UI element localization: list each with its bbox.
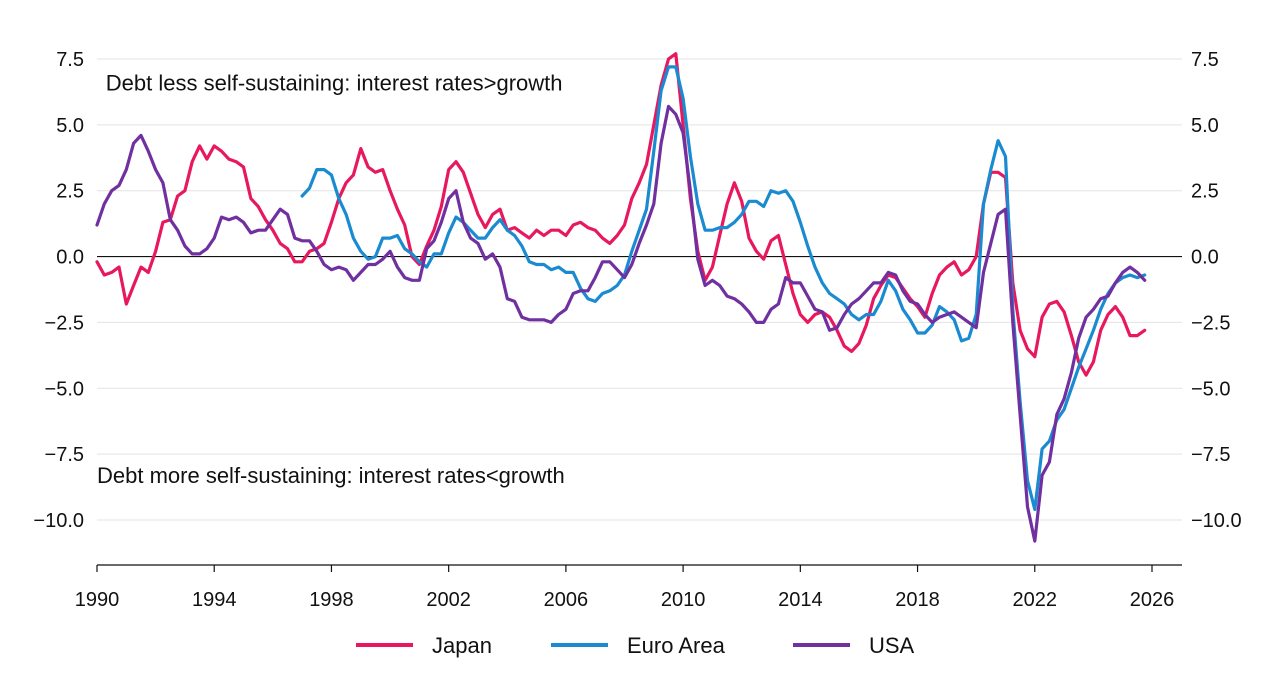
series-line-euro-area	[300, 65, 1147, 512]
legend-label: USA	[869, 633, 915, 658]
y-tick-label-right: −5.0	[1191, 378, 1230, 400]
y-tick-label-right: 5.0	[1191, 115, 1219, 137]
x-tick-label: 1990	[75, 589, 120, 611]
legend-label: Euro Area	[627, 633, 726, 658]
x-tick-label: 2002	[426, 589, 471, 611]
y-tick-label-right: −10.0	[1191, 510, 1242, 532]
y-tick-label-left: −5.0	[45, 378, 84, 400]
series-line-usa	[95, 104, 1147, 543]
y-tick-label-right: 0.0	[1191, 247, 1219, 269]
legend-label: Japan	[432, 633, 492, 658]
y-tick-label-right: −2.5	[1191, 312, 1230, 334]
annotations: Debt less self-sustaining: interest rate…	[97, 71, 565, 489]
x-tick-label: 2014	[778, 589, 823, 611]
legend: Japan Euro Area USA	[356, 633, 915, 658]
annotation: Debt less self-sustaining: interest rate…	[106, 71, 563, 96]
x-tick-label: 2006	[544, 589, 589, 611]
x-tick-label: 2026	[1130, 589, 1175, 611]
annotation: Debt more self-sustaining: interest rate…	[97, 463, 565, 488]
x-tick-label: 2010	[661, 589, 706, 611]
y-tick-label-left: −10.0	[33, 510, 84, 532]
series-line-japan	[95, 52, 1147, 377]
y-tick-label-left: −2.5	[45, 312, 84, 334]
x-tick-label: 2018	[895, 589, 940, 611]
y-tick-label-left: 2.5	[56, 181, 84, 203]
x-tick-label: 2022	[1013, 589, 1058, 611]
y-tick-label-left: 7.5	[56, 49, 84, 71]
x-tick-label: 1994	[192, 589, 237, 611]
y-tick-label-left: 5.0	[56, 115, 84, 137]
x-tick-label: 1998	[309, 589, 354, 611]
y-tick-label-left: 0.0	[56, 247, 84, 269]
axes: 7.5 7.5 5.0 5.0 2.5 2.5 0.0 0.0 −2.5 −2.5 −5.0 −5.0…	[33, 49, 1241, 611]
y-tick-label-left: −7.5	[45, 444, 84, 466]
y-tick-label-right: 7.5	[1191, 49, 1219, 71]
y-tick-label-right: −7.5	[1191, 444, 1230, 466]
gridlines	[97, 58, 1182, 521]
series-lines	[95, 52, 1147, 543]
y-tick-label-right: 2.5	[1191, 181, 1219, 203]
